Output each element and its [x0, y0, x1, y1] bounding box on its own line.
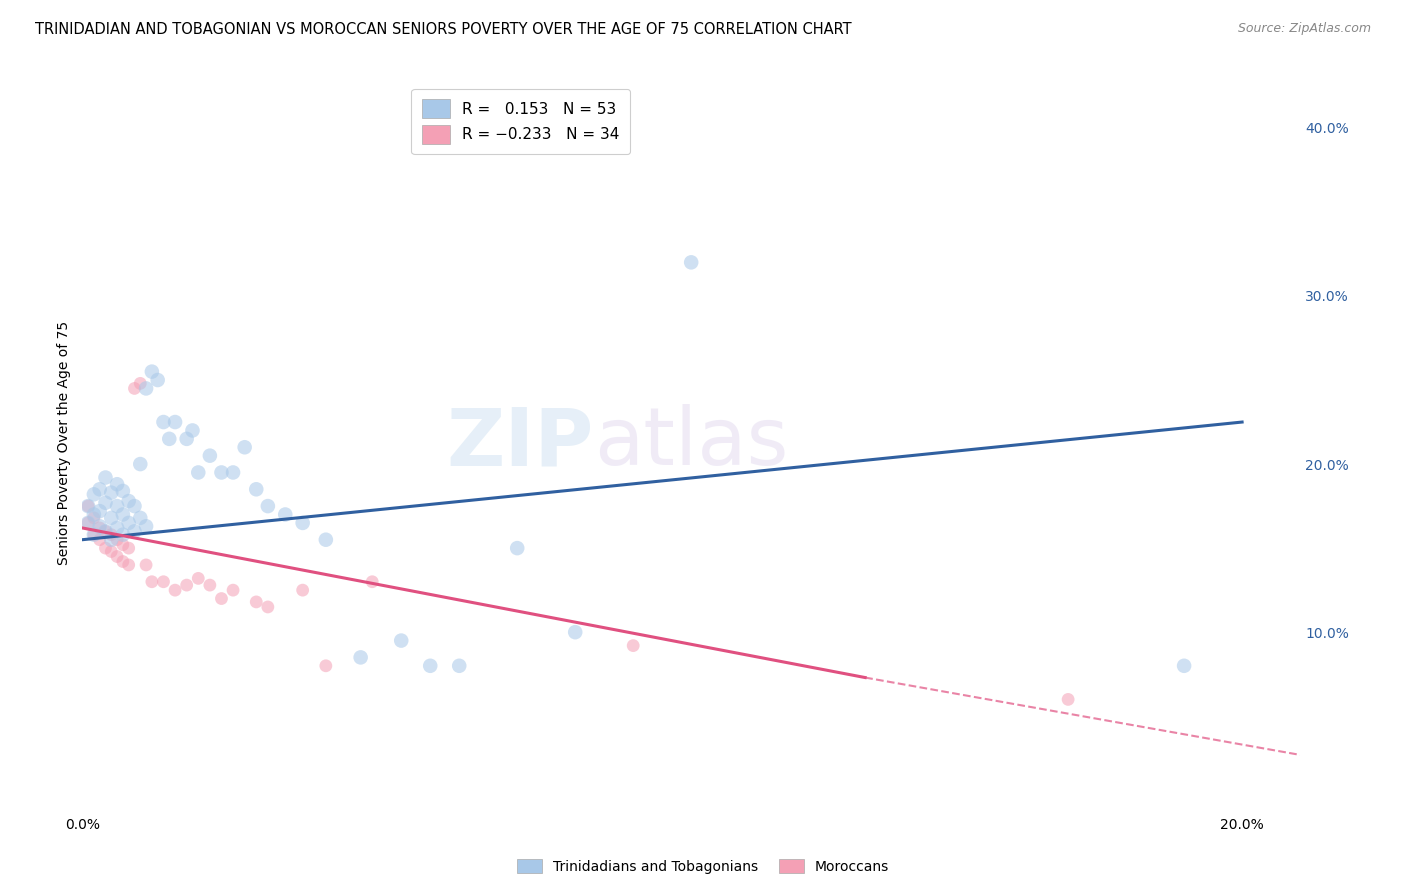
Point	[83, 527, 105, 541]
Point	[141, 574, 163, 589]
Point	[245, 483, 267, 497]
Point	[198, 449, 221, 463]
Point	[129, 376, 152, 391]
Point	[100, 527, 122, 541]
Point	[111, 555, 134, 569]
Legend: R =   0.153   N = 53, R = −0.233   N = 34: R = 0.153 N = 53, R = −0.233 N = 34	[412, 88, 630, 154]
Point	[389, 633, 412, 648]
Point	[1057, 692, 1080, 706]
Text: Source: ZipAtlas.com: Source: ZipAtlas.com	[1237, 22, 1371, 36]
Point	[124, 524, 146, 539]
Point	[89, 519, 111, 533]
Point	[157, 432, 180, 446]
Point	[77, 499, 100, 513]
Point	[449, 658, 471, 673]
Text: TRINIDADIAN AND TOBAGONIAN VS MOROCCAN SENIORS POVERTY OVER THE AGE OF 75 CORREL: TRINIDADIAN AND TOBAGONIAN VS MOROCCAN S…	[35, 22, 852, 37]
Point	[211, 591, 233, 606]
Point	[291, 516, 314, 530]
Point	[118, 516, 141, 530]
Point	[135, 519, 157, 533]
Point	[291, 583, 314, 598]
Point	[83, 527, 105, 541]
Point	[89, 483, 111, 497]
Point	[564, 625, 586, 640]
Point	[350, 650, 373, 665]
Point	[83, 487, 105, 501]
Point	[100, 533, 122, 547]
Point	[89, 504, 111, 518]
Point	[257, 599, 280, 614]
Point	[506, 541, 529, 555]
Point	[129, 457, 152, 471]
Point	[152, 415, 174, 429]
Point	[105, 521, 128, 535]
Point	[222, 466, 245, 480]
Point	[100, 544, 122, 558]
Point	[257, 499, 280, 513]
Point	[419, 658, 441, 673]
Point	[211, 466, 233, 480]
Point	[187, 571, 209, 585]
Point	[111, 508, 134, 522]
Point	[94, 524, 117, 539]
Point	[94, 470, 117, 484]
Point	[89, 521, 111, 535]
Point	[165, 583, 187, 598]
Point	[165, 415, 187, 429]
Point	[83, 511, 105, 525]
Point	[621, 639, 644, 653]
Point	[187, 466, 209, 480]
Point	[135, 558, 157, 572]
Point	[83, 508, 105, 522]
Point	[1173, 658, 1195, 673]
Point	[274, 508, 297, 522]
Legend: Trinidadians and Tobagonians, Moroccans: Trinidadians and Tobagonians, Moroccans	[510, 852, 896, 880]
Point	[94, 541, 117, 555]
Point	[361, 574, 384, 589]
Point	[111, 538, 134, 552]
Point	[141, 365, 163, 379]
Point	[77, 516, 100, 530]
Point	[233, 440, 256, 454]
Point	[105, 549, 128, 564]
Point	[135, 381, 157, 395]
Point	[118, 541, 141, 555]
Point	[94, 524, 117, 539]
Point	[124, 381, 146, 395]
Point	[118, 494, 141, 508]
Point	[176, 432, 198, 446]
Point	[681, 255, 703, 269]
Point	[94, 496, 117, 510]
Point	[146, 373, 169, 387]
Point	[222, 583, 245, 598]
Point	[245, 595, 267, 609]
Point	[77, 516, 100, 530]
Point	[152, 574, 174, 589]
Point	[111, 527, 134, 541]
Point	[111, 483, 134, 498]
Point	[198, 578, 221, 592]
Point	[105, 533, 128, 547]
Y-axis label: Seniors Poverty Over the Age of 75: Seniors Poverty Over the Age of 75	[58, 321, 72, 566]
Point	[89, 533, 111, 547]
Text: atlas: atlas	[593, 404, 789, 482]
Text: ZIP: ZIP	[447, 404, 593, 482]
Point	[176, 578, 198, 592]
Point	[105, 499, 128, 513]
Point	[315, 533, 337, 547]
Point	[118, 558, 141, 572]
Point	[129, 511, 152, 525]
Point	[105, 477, 128, 491]
Point	[124, 499, 146, 513]
Point	[100, 485, 122, 500]
Point	[77, 499, 100, 513]
Point	[181, 424, 204, 438]
Point	[100, 511, 122, 525]
Point	[315, 658, 337, 673]
